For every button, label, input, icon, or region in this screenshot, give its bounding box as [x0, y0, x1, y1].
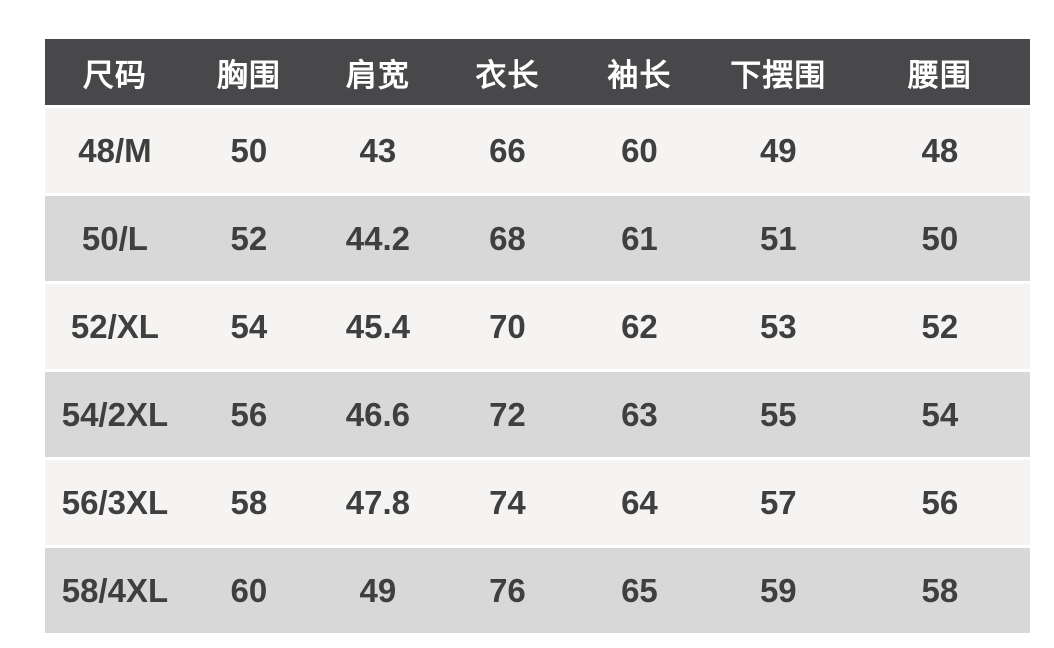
- table-cell: 54: [849, 372, 1030, 460]
- table-row-50l: 50/L 52 44.2 68 61 51 50: [45, 196, 1030, 284]
- table-cell: 54/2XL: [45, 372, 185, 460]
- table-cell: 52: [849, 284, 1030, 372]
- table-cell: 50: [849, 196, 1030, 284]
- column-header-chest: 胸围: [184, 39, 313, 108]
- table-cell: 72: [442, 372, 572, 460]
- table-cell: 60: [571, 108, 707, 196]
- table-cell: 60: [184, 548, 313, 636]
- table-row-48m: 48/M 50 43 66 60 49 48: [45, 108, 1030, 196]
- table-row-54-2xl: 54/2XL 56 46.6 72 63 55 54: [45, 372, 1030, 460]
- size-chart-table: 尺码 胸围 肩宽 衣长 袖长 下摆围 腰围 48/M 50 43 66 60 4…: [45, 39, 1030, 636]
- table-cell: 54: [184, 284, 313, 372]
- table-cell: 49: [706, 108, 850, 196]
- table-cell: 59: [706, 548, 850, 636]
- table-cell: 56/3XL: [45, 460, 185, 548]
- table-cell: 45.4: [312, 284, 443, 372]
- table-cell: 46.6: [312, 372, 443, 460]
- table-cell: 52/XL: [45, 284, 185, 372]
- table-cell: 56: [184, 372, 313, 460]
- table-cell: 52: [184, 196, 313, 284]
- table-cell: 43: [312, 108, 443, 196]
- table-cell: 61: [571, 196, 707, 284]
- column-header-size: 尺码: [45, 39, 185, 108]
- table-cell: 56: [849, 460, 1030, 548]
- table-cell: 70: [442, 284, 572, 372]
- table-cell: 66: [442, 108, 572, 196]
- table-cell: 44.2: [312, 196, 443, 284]
- table-cell: 63: [571, 372, 707, 460]
- table-cell: 48/M: [45, 108, 185, 196]
- table-cell: 65: [571, 548, 707, 636]
- column-header-sleeve: 袖长: [571, 39, 707, 108]
- table-cell: 74: [442, 460, 572, 548]
- table-cell: 58: [184, 460, 313, 548]
- table-cell: 51: [706, 196, 850, 284]
- table-cell: 49: [312, 548, 443, 636]
- table-cell: 57: [706, 460, 850, 548]
- table-cell: 76: [442, 548, 572, 636]
- table-row-58-4xl: 58/4XL 60 49 76 65 59 58: [45, 548, 1030, 636]
- table-cell: 50/L: [45, 196, 185, 284]
- table-cell: 53: [706, 284, 850, 372]
- column-header-shoulder: 肩宽: [312, 39, 443, 108]
- column-header-length: 衣长: [442, 39, 572, 108]
- table-row-56-3xl: 56/3XL 58 47.8 74 64 57 56: [45, 460, 1030, 548]
- table-cell: 47.8: [312, 460, 443, 548]
- table-cell: 58: [849, 548, 1030, 636]
- column-header-hem: 下摆围: [706, 39, 850, 108]
- table-row-52xl: 52/XL 54 45.4 70 62 53 52: [45, 284, 1030, 372]
- table-cell: 50: [184, 108, 313, 196]
- header-row: 尺码 胸围 肩宽 衣长 袖长 下摆围 腰围: [45, 39, 1030, 108]
- table-cell: 55: [706, 372, 850, 460]
- table-cell: 68: [442, 196, 572, 284]
- column-header-waist: 腰围: [849, 39, 1030, 108]
- table-cell: 62: [571, 284, 707, 372]
- table-cell: 64: [571, 460, 707, 548]
- table-cell: 48: [849, 108, 1030, 196]
- table-cell: 58/4XL: [45, 548, 185, 636]
